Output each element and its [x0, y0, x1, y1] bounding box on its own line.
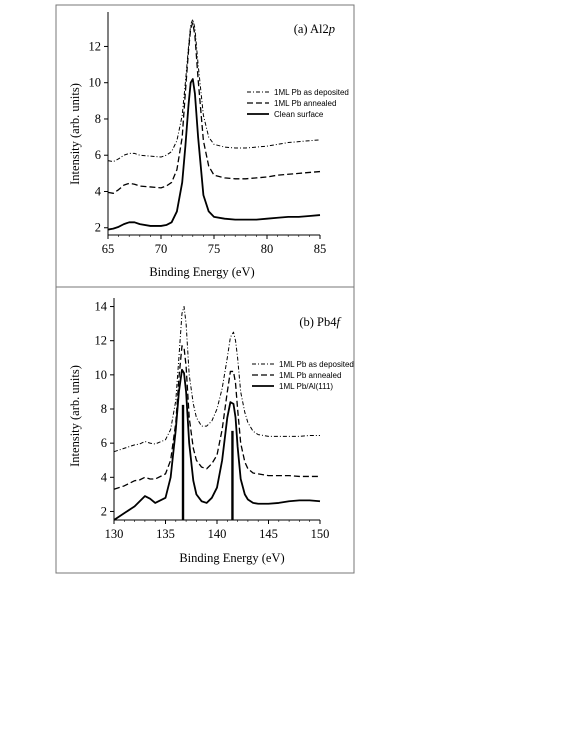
y-tick-label: 4: [101, 470, 108, 484]
y-tick-label: 12: [89, 39, 102, 53]
legend-label: 1ML Pb annealed: [274, 99, 336, 108]
series-line-dashed: [113, 345, 320, 490]
x-tick-label: 75: [208, 242, 221, 256]
panel-a-legend: 1ML Pb as deposited 1ML Pb annealed Clean …: [247, 88, 349, 119]
x-tick-label: 145: [259, 527, 278, 541]
x-tick-label: 80: [261, 242, 274, 256]
series-line-solid: [113, 368, 321, 521]
x-tick-label: 140: [208, 527, 227, 541]
y-tick-label: 10: [89, 76, 102, 90]
x-tick-label: 70: [155, 242, 168, 256]
panel-a-xlabel: Binding Energy (eV): [149, 265, 254, 279]
x-tick-label: 130: [105, 527, 124, 541]
plot-a: 65 70 75 80 85 2 4 6 8 10 12: [89, 12, 327, 256]
panel-b-ylabel: Intensity (arb. units): [68, 365, 82, 467]
y-tick-label: 6: [95, 148, 101, 162]
series-line-dashdot: [107, 18, 321, 163]
y-tick-label: 2: [101, 504, 107, 518]
x-tick-label: 85: [314, 242, 327, 256]
y-tick-label: 4: [95, 184, 102, 198]
legend-label: 1ML Pb as deposited: [274, 88, 349, 97]
legend-label: 1ML Pb/Al(111): [279, 382, 333, 391]
series-line-dashdot: [113, 306, 320, 453]
y-tick-label: 8: [95, 112, 101, 126]
panel-b-legend: 1ML Pb as deposited 1ML Pb annealed 1ML Pb…: [252, 360, 354, 391]
panel-a-title: (a) Al2p: [294, 22, 335, 36]
series-line-dashed: [107, 22, 321, 194]
y-tick-label: 10: [95, 368, 108, 382]
y-tick-label: 14: [95, 300, 108, 314]
panel-a: 65 70 75 80 85 2 4 6 8 10 12 (a) Al2p Binding Ener…: [55, 4, 355, 288]
series-line-solid: [107, 78, 321, 231]
x-tick-label: 65: [102, 242, 115, 256]
legend-label: 1ML Pb annealed: [279, 371, 341, 380]
panel-b-xlabel: Binding Energy (eV): [179, 551, 284, 565]
x-tick-label: 150: [311, 527, 330, 541]
y-tick-label: 12: [95, 334, 108, 348]
plot-b: 130 135 140 145 150 2 4 6 8 10 12 14: [95, 298, 330, 541]
panel-b-title: (b) Pb4f: [299, 315, 341, 329]
panel-b-frame: [55, 286, 355, 574]
y-tick-label: 8: [101, 402, 107, 416]
x-tick-label: 135: [156, 527, 175, 541]
panel-a-ylabel: Intensity (arb. units): [68, 83, 82, 185]
panel-b: 130 135 140 145 150 2 4 6 8 10 12 14 (b) Pb4f Bindi…: [55, 286, 355, 574]
legend-label: 1ML Pb as deposited: [279, 360, 354, 369]
y-tick-label: 2: [95, 221, 101, 235]
y-tick-label: 6: [101, 436, 107, 450]
legend-label: Clean surface: [274, 110, 324, 119]
